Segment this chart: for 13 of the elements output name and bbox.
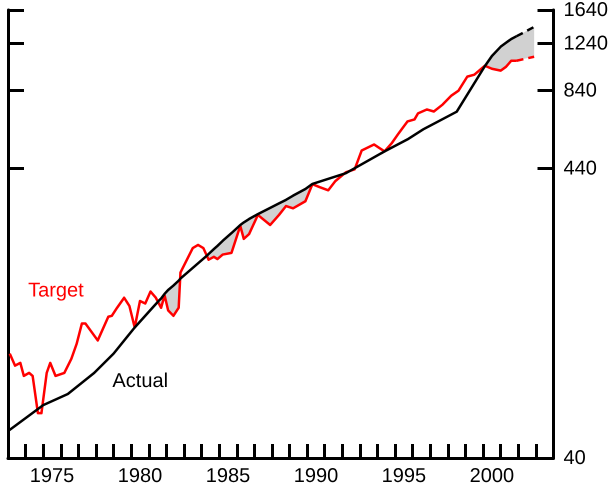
x-tick-label: 1980 bbox=[118, 465, 162, 487]
series-label: Actual bbox=[112, 370, 168, 392]
x-tick-label: 1995 bbox=[382, 465, 426, 487]
y-tick-label: 1240 bbox=[564, 32, 608, 55]
x-tick-label: 2000 bbox=[470, 465, 514, 487]
x-tick-label: 1975 bbox=[30, 465, 74, 487]
y-tick-label: 440 bbox=[564, 158, 597, 180]
x-tick-label: 1985 bbox=[206, 465, 250, 487]
series-label: Target bbox=[28, 279, 84, 302]
y-tick-label: 840 bbox=[564, 80, 597, 102]
x-tick-label: 1990 bbox=[294, 465, 338, 487]
y-tick-label: 1640 bbox=[564, 0, 608, 21]
y-tick-label: 40 bbox=[564, 447, 586, 469]
